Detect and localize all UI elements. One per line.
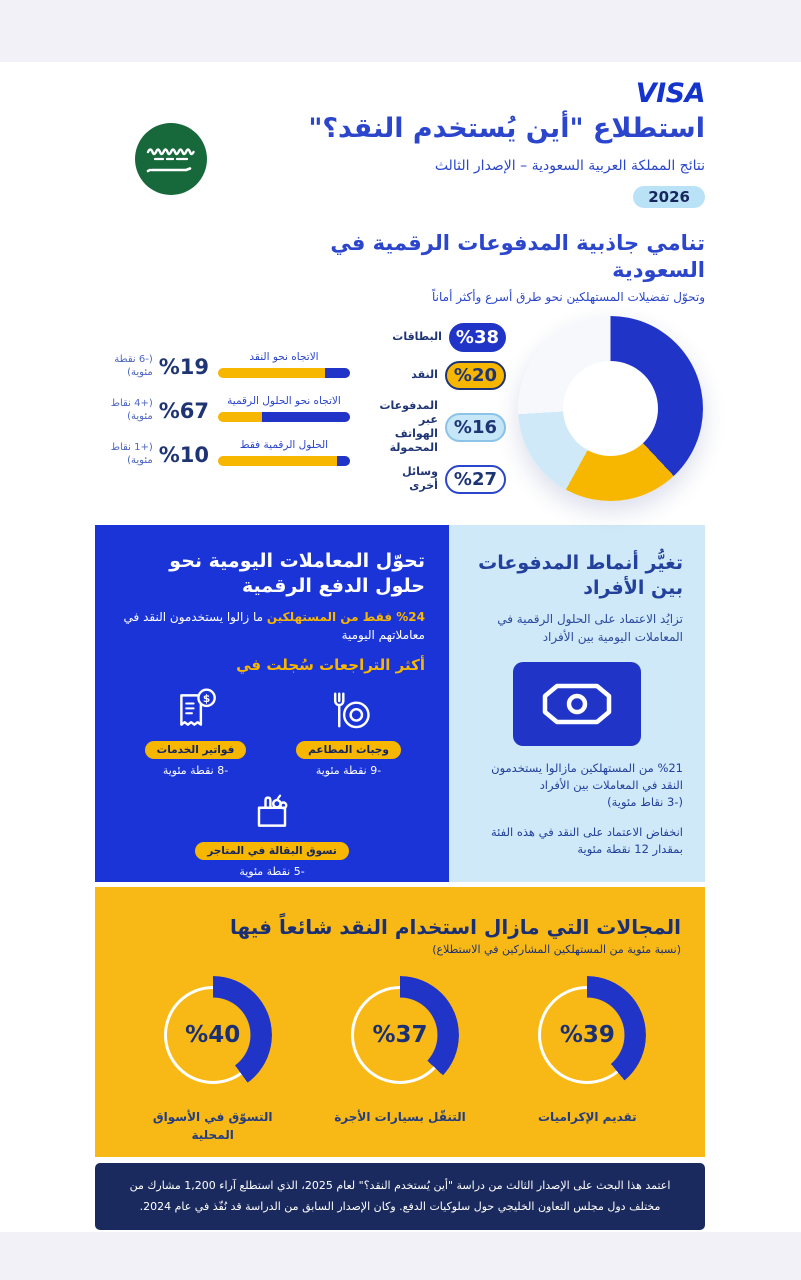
bar-track	[218, 367, 350, 378]
infographic: VISA استطلاع "أين يُستخدم النقد؟" نتائج …	[93, 62, 706, 1231]
gauge-label: التنقّل بسيارات الأجرة	[334, 1109, 466, 1124]
p2p-title: تغيُّر أنماط المدفوعات بين الأفراد	[478, 551, 683, 600]
legend-row-other: %27 وسائل أخرى	[356, 464, 506, 494]
daily-transactions-box: تحوّل المعاملات اليومية نحو حلول الدفع ا…	[95, 524, 449, 882]
gauge-taxi: %37 التنقّل بسيارات الأجرة	[306, 975, 493, 1144]
decline-label: وجبات المطاعم	[296, 740, 401, 759]
cards-label: البطاقات	[392, 329, 442, 343]
daily-cash-stat-highlight: %24 فقط من المستهلكين	[266, 609, 425, 624]
p2p-stat: %21 من المستهلكين مازالوا يستخدمون النقد…	[491, 760, 683, 793]
grocery-shopping-icon	[257, 794, 288, 827]
daily-title: تحوّل المعاملات اليومية نحو حلول الدفع ا…	[169, 549, 425, 598]
trend-bar-row: الاتجاه نحو الحلول الرقمية %67 (+4 نقاط …	[95, 395, 350, 422]
dollar-glyph: $	[202, 693, 209, 705]
decline-item-bills: $ فواتير الخدمات -8 نقطة مئوية	[119, 684, 272, 777]
gauge: %39	[528, 975, 647, 1094]
bar-group: الحلول الرقمية فقط	[218, 439, 350, 466]
bar-category: الحلول الرقمية فقط	[239, 438, 329, 451]
declines-grid: وجبات المطاعم -9 نقطة مئوية $ فواتير الخ…	[119, 684, 425, 777]
p2p-stat-note: (-3 نقاط مئوية)	[607, 795, 683, 810]
banknote-icon	[513, 661, 641, 746]
page-subtitle: نتائج المملكة العربية السعودية – الإصدار…	[434, 158, 705, 175]
other-label: وسائل أخرى	[402, 464, 438, 493]
legend-row-cards: %38 البطاقات	[356, 322, 506, 352]
cash-section-subtitle: (نسبة مئوية من المستهلكين المشاركين في ا…	[432, 942, 681, 956]
section-subtitle: وتحوّل تفضيلات المستهلكين نحو طرق أسرع و…	[432, 289, 705, 304]
bar-note: (+1 نقاط مئوية)	[110, 441, 153, 467]
decline-label: تسوق البقالة في المتاجر	[195, 841, 349, 860]
bar-note: (+4 نقاط مئوية)	[110, 397, 153, 423]
decline-label: فواتير الخدمات	[144, 740, 247, 759]
header-titles: استطلاع "أين يُستخدم النقد؟" نتائج الممل…	[308, 111, 705, 209]
cash-usage-gauge-arc	[528, 975, 647, 1094]
bar-track	[218, 455, 350, 466]
gauge-label: تقديم الإكراميات	[538, 1109, 637, 1124]
donut-wrap	[518, 315, 703, 501]
decline-item-restaurants: وجبات المطاعم -9 نقطة مئوية	[272, 684, 425, 777]
decline-item-grocery: تسوق البقالة في المتاجر -5 نقطة مئوية	[119, 785, 425, 878]
trend-bar-row: الاتجاه نحو النقد %19 (-6 نقطة مئوية)	[95, 351, 350, 378]
legend-row-mobile: %16 المدفوعات عبر الهواتف المحمولة	[356, 399, 506, 456]
decline-note: -8 نقطة مئوية	[162, 763, 229, 777]
info-boxes: تغيُّر أنماط المدفوعات بين الأفراد تزايُ…	[95, 524, 705, 882]
bar-category: الاتجاه نحو النقد	[249, 350, 319, 363]
daily-cash-stat-text: ما زالوا يستخدمون النقد في معاملاتهم الي…	[123, 609, 425, 642]
trend-bar-fill	[324, 367, 350, 378]
cash-usage-section: المجالات التي مازال استخدام النقد شائعاً…	[95, 886, 705, 1157]
cash-value-badge: %20	[444, 360, 506, 390]
gauge-tipping: %39 تقديم الإكراميات	[494, 975, 681, 1144]
cash-usage-gauge-arc	[341, 975, 460, 1094]
decline-note: -9 نقطة مئوية	[315, 763, 382, 777]
cash-section-title: المجالات التي مازال استخدام النقد شائعاً…	[230, 914, 681, 939]
gauge-local-markets: %40 التسوّق في الأسواق المحلية	[119, 975, 306, 1144]
gauge: %40	[153, 975, 272, 1094]
visa-logo: VISA	[635, 78, 706, 109]
daily-cash-stat: %24 فقط من المستهلكين ما زالوا يستخدمون …	[119, 608, 425, 644]
gauge-label: التسوّق في الأسواق المحلية	[152, 1109, 273, 1142]
trend-bar-fill	[336, 455, 350, 466]
mobile-value-badge: %16	[444, 412, 506, 442]
p2p-decline-text: انخفاض الاعتماد على النقد في هذه الفئة ب…	[491, 824, 683, 856]
header: استطلاع "أين يُستخدم النقد؟" نتائج الممل…	[95, 111, 705, 209]
cash-label: النقد	[411, 367, 438, 381]
trend-bar-row: الحلول الرقمية فقط %10 (+1 نقاط مئوية)	[95, 439, 350, 466]
year-badge: 2026	[633, 186, 705, 209]
legend-row-cash: %20 النقد	[356, 360, 506, 390]
decline-note: -5 نقطة مئوية	[239, 864, 305, 878]
donut-legend: %38 البطاقات %20 النقد %16 المدفوعات عبر…	[356, 322, 506, 494]
cash-usage-gauge-arc	[153, 975, 272, 1094]
p2p-subtitle: تزايُد الاعتماد على الحلول الرقمية في ال…	[497, 611, 683, 644]
bar-value: %10	[158, 442, 209, 467]
restaurant-meals-icon	[333, 692, 370, 729]
utility-bills-icon: $	[179, 688, 216, 726]
bar-value: %19	[158, 354, 209, 379]
gauge-value: %40	[185, 1021, 241, 1048]
cash-usage-gauges: %39 تقديم الإكراميات %37 التنقّل بسيارات…	[119, 975, 681, 1144]
trend-bar-fill	[261, 411, 350, 422]
bar-track	[218, 411, 350, 422]
bar-note: (-6 نقطة مئوية)	[114, 353, 153, 379]
payment-methods-chart: %38 البطاقات %20 النقد %16 المدفوعات عبر…	[93, 315, 705, 501]
bar-category: الاتجاه نحو الحلول الرقمية	[227, 394, 341, 407]
declines-subheading: أكثر التراجعات سُجلت في	[236, 655, 425, 674]
bar-group: الاتجاه نحو الحلول الرقمية	[218, 395, 350, 422]
section-title: تنامي جاذبية المدفوعات الرقمية في السعود…	[330, 231, 705, 283]
other-value-badge: %27	[444, 464, 506, 494]
p2p-payments-box: تغيُّر أنماط المدفوعات بين الأفراد تزايُ…	[449, 524, 705, 882]
bar-group: الاتجاه نحو النقد	[218, 351, 350, 378]
trend-bars: الاتجاه نحو النقد %19 (-6 نقطة مئوية) ال…	[93, 351, 350, 466]
cards-value-badge: %38	[448, 322, 506, 352]
page-title: استطلاع "أين يُستخدم النقد؟"	[308, 113, 705, 144]
digital-growth-section: تنامي جاذبية المدفوعات الرقمية في السعود…	[95, 230, 705, 304]
gauge-value: %37	[372, 1021, 428, 1048]
payment-methods-donut	[518, 315, 703, 501]
gauge: %37	[341, 975, 460, 1094]
methodology-footer: اعتمد هذا البحث على الإصدار الثالث من در…	[95, 1162, 705, 1231]
bar-value: %67	[158, 398, 209, 423]
mobile-label: المدفوعات عبر الهواتف المحمولة	[379, 398, 438, 455]
saudi-flag-icon	[135, 123, 207, 199]
gauge-value: %39	[559, 1021, 615, 1048]
